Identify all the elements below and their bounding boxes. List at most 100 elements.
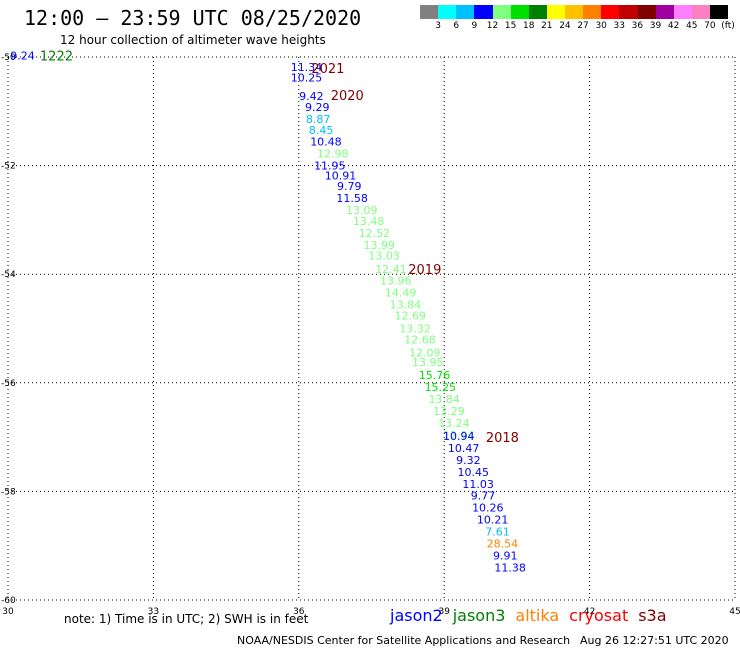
satellite-legend-item: cryosat: [569, 606, 629, 625]
x-tick-label: 33: [148, 607, 159, 617]
color-scale-label: 3: [435, 21, 441, 31]
color-scale-label: 21: [541, 21, 553, 31]
wave-height-label: 13.48: [353, 215, 385, 228]
wave-height-label: 11.58: [336, 192, 368, 205]
wave-height-label: 15.25: [425, 381, 457, 394]
wave-height-label: 15.76: [419, 369, 451, 382]
color-scale-label: 70: [704, 21, 716, 31]
color-scale-swatch: [637, 5, 656, 19]
color-scale-swatch: [601, 5, 620, 19]
wave-height-label: 9.32: [456, 454, 481, 467]
pass-time-label: 2020: [331, 89, 364, 104]
color-scale-label: 33: [613, 21, 626, 31]
wave-height-label: 13.32: [399, 323, 431, 336]
pass-time-label: 2019: [408, 263, 441, 278]
wave-height-label: 8.45: [309, 124, 334, 137]
color-scale-label: 42: [667, 21, 680, 31]
wave-height-label: 13.84: [428, 393, 460, 406]
color-scale-swatch: [673, 5, 692, 19]
wave-height-label: 13.96: [380, 275, 412, 288]
wave-height-label: 13.99: [364, 239, 396, 252]
x-tick-label: 39: [438, 607, 450, 617]
credit-text: NOAA/NESDIS Center for Satellite Applica…: [237, 634, 571, 647]
color-scale-label: (ft): [721, 21, 735, 31]
wave-height-label: 11.34: [291, 61, 323, 74]
color-scale-swatch: [420, 5, 439, 19]
color-scale-label: 15: [504, 21, 517, 31]
color-scale-swatch: [655, 5, 674, 19]
y-tick-label: -60: [1, 596, 16, 606]
wave-height-label: 12.69: [395, 309, 427, 322]
x-tick-label: 30: [2, 607, 14, 617]
wave-height-label: 14.49: [385, 287, 417, 300]
wave-height-label: 9.91: [493, 549, 518, 562]
wave-height-label: 13.09: [346, 204, 378, 217]
satellite-legend-item: s3a: [638, 606, 667, 625]
color-scale-swatch: [565, 5, 584, 19]
wave-height-label: 12.52: [359, 227, 391, 240]
color-scale-swatch: [456, 5, 475, 19]
y-tick-label: -58: [1, 487, 16, 497]
wave-height-label: 13.95: [412, 356, 444, 369]
wave-height-label: 9.42: [299, 90, 324, 103]
color-scale-label: 39: [649, 21, 662, 31]
color-scale-swatch: [546, 5, 565, 19]
wave-height-label: 9.29: [305, 101, 330, 114]
wave-height-label: 13.03: [368, 250, 400, 263]
wave-height-label: 10.45: [458, 466, 490, 479]
x-tick-label: 42: [584, 607, 595, 617]
wave-height-label: 13.24: [438, 417, 470, 430]
wave-height-label: 10.94: [443, 430, 475, 443]
wave-height-label: 12.98: [317, 148, 349, 161]
wave-height-label: 12.41: [375, 263, 407, 276]
wave-height-label: 8.87: [306, 113, 331, 126]
wave-height-label: 12.94: [443, 429, 475, 442]
chart-subtitle: 12 hour collection of altimeter wave hei…: [60, 33, 326, 47]
wave-height-label: 11.95: [314, 160, 346, 173]
color-scale-labels: 3 6 9 12 15 18 21 24 27 30 33 36 39 42 45 70 (ft): [420, 21, 736, 33]
wave-height-label: 11.38: [494, 561, 526, 574]
color-scale-label: 9: [471, 21, 478, 31]
chart-title: 12:00 – 23:59 UTC 08/25/2020: [24, 6, 362, 30]
satellite-legend-item: jason2: [390, 606, 443, 625]
timestamp-text: Aug 26 12:27:51 UTC 2020: [580, 634, 729, 647]
color-scale-label: 30: [595, 21, 607, 31]
wave-height-label: 10.47: [448, 442, 480, 455]
satellite-legend: jason2 jason3 altika cryosat s3a: [390, 606, 677, 625]
color-scale-swatch: [438, 5, 457, 19]
wave-height-label: 10.25: [291, 72, 323, 85]
y-tick-label: -56: [1, 379, 16, 389]
color-scale-label: 27: [577, 21, 589, 31]
color-scale-swatch: [583, 5, 602, 19]
color-scale-label: 12: [486, 21, 499, 31]
wave-height-label: 11.03: [462, 478, 494, 491]
satellite-legend-item: jason3: [452, 606, 506, 625]
wave-height-label: 10.26: [472, 502, 504, 515]
x-tick-label: 45: [729, 607, 740, 617]
color-scale-label: 36: [631, 21, 644, 31]
color-scale-label: 45: [686, 21, 698, 31]
color-scale-swatch: [474, 5, 493, 19]
footer-note: note: 1) Time is in UTC; 2) SWH is in fe…: [64, 612, 309, 626]
y-tick-label: -52: [1, 162, 16, 172]
color-scale-swatch: [492, 5, 511, 19]
color-scale-label: 18: [522, 21, 535, 31]
wave-height-label: 9.79: [337, 180, 362, 193]
color-scale-bar: [420, 5, 729, 19]
wave-height-label: 12.68: [404, 333, 436, 346]
color-scale-swatch: [691, 5, 710, 19]
wave-height-label: 10.91: [325, 169, 357, 182]
color-scale-label: 24: [559, 21, 571, 31]
y-tick-label: -54: [1, 270, 16, 280]
x-tick-label: 36: [293, 607, 305, 617]
wave-height-label: 13.84: [390, 299, 422, 312]
color-scale-label: 6: [453, 21, 460, 31]
wave-height-label: 9.24: [10, 49, 35, 62]
pass-time-label: 2018: [486, 431, 519, 446]
wave-height-label: 13.29: [433, 405, 465, 418]
satellite-legend-item: altika: [515, 606, 560, 625]
pass-time-label: 1222: [40, 49, 73, 64]
wave-height-label: 9.77: [471, 490, 496, 503]
color-scale-swatch: [510, 5, 529, 19]
